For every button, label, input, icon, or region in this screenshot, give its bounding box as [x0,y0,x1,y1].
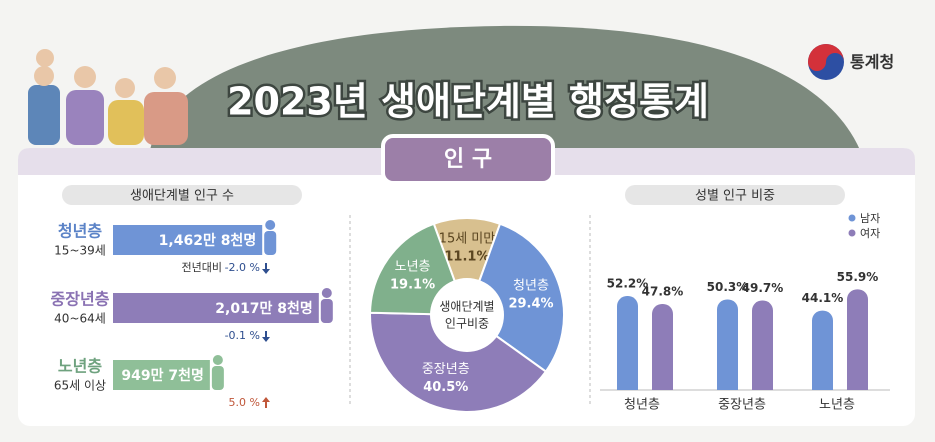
slice-category: 청년층 [513,279,549,294]
change-label: 5.0 % [229,396,260,409]
person-icon [265,220,276,230]
slice-category: 15세 미만 [439,232,496,247]
section-pill [62,185,302,205]
pie-slice [465,222,565,373]
range-label: 65세 이상 [54,379,106,393]
value-label: 2,017만 8천명 [215,300,313,317]
value-label: 1,462만 8천명 [159,232,257,249]
section-pill [625,185,845,205]
slice-value: 40.5% [423,380,468,395]
pie-slice [369,311,548,413]
value-label: 49.7% [742,281,784,295]
bar-base [812,380,833,390]
legend-label: 여자 [860,227,880,240]
center-text: 생애단계별 [439,300,494,314]
range-label: 15~39세 [54,244,106,258]
change-arrow [262,397,270,408]
bar [717,299,738,390]
person-icon [320,299,333,323]
x-tick-label: 노년층 [819,398,855,413]
value-label: 55.9% [837,270,879,284]
person-icon [211,366,224,390]
bar [113,293,319,323]
legend-swatch [848,214,856,222]
category-label: 노년층 [58,357,102,376]
change-arrow [262,331,270,342]
range-label: 40~64세 [54,312,106,326]
section-title: 생애단계별 인구 수 [130,189,234,204]
bar-base [652,380,673,390]
bar-base [717,380,738,390]
center-text: 인구비중 [445,317,489,331]
pie-slice [432,217,502,318]
bar-base [847,380,868,390]
change-arrow [262,263,270,274]
change-caption: 전년대비 [182,261,222,274]
donut-hole [430,278,504,352]
bar-base [617,380,638,390]
person-icon [321,288,332,298]
tab [381,134,555,185]
bar [752,300,773,390]
family-illustration [28,49,188,145]
category-label: 중장년층 [51,290,110,309]
slice-category: 중장년층 [422,362,470,377]
bar [812,310,833,390]
section-title: 성별 인구 비중 [695,189,775,204]
bar [652,303,673,390]
main-title: 2023년 생애단계별 행정통계 [227,80,709,124]
bar-base [752,380,773,390]
logo-text: 통계청 [850,53,894,72]
bar [113,360,210,390]
value-label: 47.8% [642,284,684,298]
bar [617,296,638,390]
slice-value: 11.1% [444,250,489,265]
legend-label: 남자 [860,212,880,225]
change-label: -0.1 % [225,329,260,342]
category-label: 청년층 [58,222,102,241]
slice-value: 29.4% [508,297,553,312]
person-icon [212,355,223,365]
header-hill [150,25,860,150]
value-label: 44.1% [802,291,844,305]
person-icon [264,231,277,255]
legend-swatch [848,229,856,237]
x-tick-label: 청년층 [624,398,660,413]
slice-value: 19.1% [390,277,435,292]
value-label: 50.3% [707,280,749,294]
change-label: -2.0 % [225,261,260,274]
value-label: 949만 7천명 [121,367,203,384]
bar [847,289,868,390]
slice-category: 노년층 [395,259,431,274]
logo: 통계청 [808,44,894,80]
x-tick-label: 중장년층 [718,398,766,413]
bar [113,225,263,255]
value-label: 52.2% [607,277,649,291]
tab-label: 인 구 [444,147,492,172]
